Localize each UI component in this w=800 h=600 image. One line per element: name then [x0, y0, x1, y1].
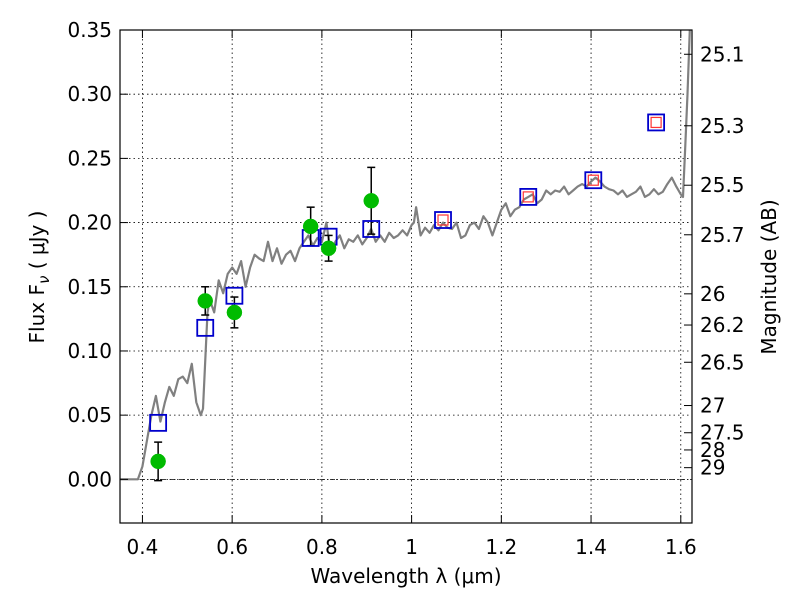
x-axis-label: Wavelength λ (μm)	[310, 564, 501, 588]
model-photometry-inner-box	[587, 174, 599, 186]
magnitude-tick-label: 25.3	[700, 114, 745, 138]
magnitude-tick-label: 27	[700, 394, 725, 418]
x-tick-label: 0.4	[127, 535, 159, 559]
magnitude-tick-label: 27.5	[700, 421, 745, 445]
magnitude-tick-label: 25.7	[700, 223, 745, 247]
x-tick-label: 0.8	[306, 535, 338, 559]
ticks	[120, 29, 692, 523]
y-axis-right-label: Magnitude (AB)	[757, 199, 781, 354]
model-photometry-box	[584, 171, 603, 190]
magnitude-tick-label: 29	[700, 456, 725, 480]
magnitude-tick-label: 26.2	[700, 313, 745, 337]
model-photometry-box	[149, 413, 168, 432]
observed-point	[197, 293, 213, 309]
x-tick-label: 1.6	[665, 535, 697, 559]
model-photometry-inner-box	[650, 116, 662, 129]
y-tick-label: 0.05	[67, 403, 112, 427]
model-photometry-box	[362, 220, 381, 238]
magnitude-tick-label: 28	[700, 438, 725, 462]
observed-point	[302, 218, 319, 235]
observed-point	[150, 453, 166, 470]
y-tick-label: 0.20	[67, 211, 112, 235]
y-tick-label: 0.15	[67, 275, 112, 299]
observed-point	[226, 304, 243, 321]
model-photometry-inner-box	[437, 214, 449, 226]
x-tick-label: 1.2	[485, 535, 517, 559]
x-tick-label: 1.4	[575, 535, 607, 559]
plot-area	[120, 30, 691, 482]
observed-point	[320, 240, 337, 257]
y-axis-label-main: Flux F	[25, 284, 49, 343]
model-photometry-box	[434, 211, 452, 229]
magnitude-tick-label: 26.5	[700, 350, 745, 374]
magnitude-tick-label: 26	[700, 282, 725, 306]
y-tick-label: 0.25	[67, 146, 112, 170]
y-tick-label: 0.00	[67, 467, 112, 491]
plot-frame	[119, 29, 693, 524]
y-tick-label: 0.10	[67, 339, 112, 363]
template-spectrum-line	[120, 30, 691, 481]
model-photometry-box	[196, 318, 215, 337]
model-photometry-box	[519, 188, 538, 206]
y-axis-label: Flux Fν ( μJy )	[25, 211, 53, 344]
y-axis-label-sub: ν	[35, 276, 53, 284]
magnitude-tick-label: 25.5	[700, 173, 745, 197]
y-tick-label: 0.35	[67, 18, 112, 42]
model-photometry-box	[647, 113, 666, 132]
y-axis-label-unit: ( μJy )	[25, 211, 49, 276]
model-photometry-inner-box	[522, 191, 534, 203]
magnitude-tick-label: 25.1	[700, 42, 745, 66]
x-tick-label: 0.6	[216, 535, 248, 559]
tick-labels: 0.4 0.6 0.8 1 1.2 1.4 1.6 0.00 0.05 0.10 0.15 0.20 0…	[67, 18, 744, 559]
y-tick-label: 0.30	[67, 82, 112, 106]
observed-point	[363, 193, 379, 209]
model-photometry-box	[225, 286, 244, 305]
x-tick-label: 1	[405, 535, 418, 559]
